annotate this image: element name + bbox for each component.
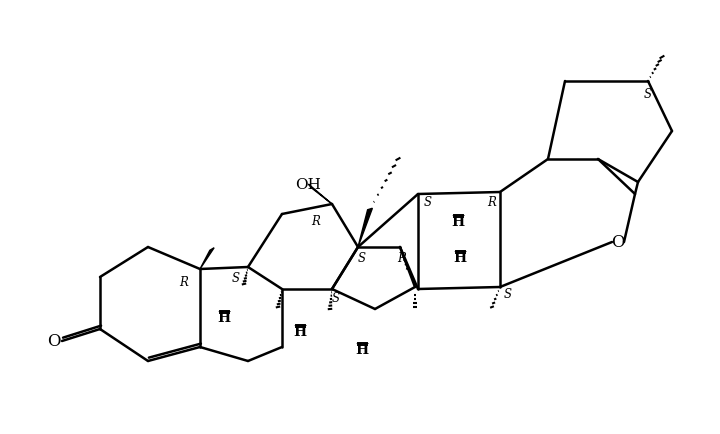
Polygon shape <box>308 184 332 204</box>
Text: OH: OH <box>295 178 321 191</box>
Text: R: R <box>487 196 496 209</box>
Text: R: R <box>397 251 406 264</box>
Polygon shape <box>358 209 372 247</box>
Text: H: H <box>451 214 464 228</box>
Text: S: S <box>358 251 366 264</box>
Text: O: O <box>611 234 625 251</box>
Text: R: R <box>179 275 189 288</box>
Text: O: O <box>48 333 60 350</box>
Text: H: H <box>454 250 467 264</box>
Text: H: H <box>217 310 230 324</box>
Text: S: S <box>644 88 652 101</box>
Text: S: S <box>332 291 340 304</box>
Text: S: S <box>504 288 512 301</box>
Text: H: H <box>294 324 307 338</box>
Text: S: S <box>424 196 432 209</box>
Polygon shape <box>200 248 214 270</box>
Text: H: H <box>356 342 369 356</box>
Text: S: S <box>232 271 240 284</box>
Text: R: R <box>312 215 320 228</box>
